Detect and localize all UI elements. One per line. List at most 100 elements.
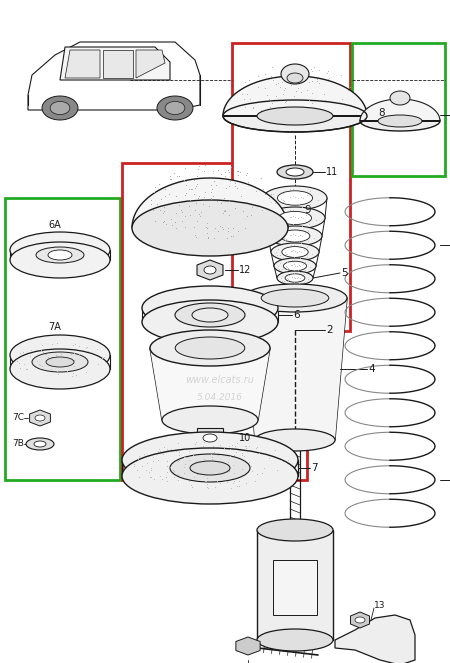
Point xyxy=(54,369,62,379)
Point xyxy=(292,246,299,257)
Point xyxy=(314,76,321,86)
Point xyxy=(305,225,312,236)
Point xyxy=(176,170,183,181)
Point xyxy=(284,275,292,286)
Point xyxy=(279,197,287,208)
Point xyxy=(198,456,206,467)
Point xyxy=(249,103,256,113)
Point xyxy=(207,187,215,198)
Point xyxy=(234,170,241,180)
Point xyxy=(283,95,290,106)
Point xyxy=(282,250,289,261)
Point xyxy=(211,447,218,457)
Point xyxy=(192,182,199,193)
Point xyxy=(303,251,310,262)
Point xyxy=(310,233,318,243)
Point xyxy=(47,363,54,374)
Point xyxy=(294,192,302,203)
Point xyxy=(326,73,333,84)
Point xyxy=(224,164,231,175)
Point xyxy=(201,436,208,447)
Point xyxy=(175,438,182,449)
Point xyxy=(36,359,44,370)
Point xyxy=(154,455,161,465)
Point xyxy=(17,348,24,359)
Point xyxy=(186,184,193,195)
Point xyxy=(281,247,288,258)
Point xyxy=(300,269,307,280)
Point xyxy=(294,212,302,223)
Point xyxy=(267,197,274,208)
Point xyxy=(217,169,225,180)
Point xyxy=(316,78,323,88)
Point xyxy=(231,467,238,478)
Point xyxy=(179,207,186,217)
Bar xyxy=(352,43,445,176)
Point xyxy=(290,271,297,282)
Point xyxy=(183,452,190,462)
Point xyxy=(274,452,281,462)
Point xyxy=(277,82,284,92)
Point xyxy=(193,198,200,208)
Ellipse shape xyxy=(390,91,410,105)
Point xyxy=(157,205,164,215)
Point xyxy=(219,208,226,219)
Point xyxy=(238,463,246,474)
Point xyxy=(288,255,296,265)
Point xyxy=(193,467,200,478)
Point xyxy=(160,206,167,216)
Point xyxy=(295,235,302,246)
Point xyxy=(253,448,261,458)
Ellipse shape xyxy=(10,232,110,268)
Point xyxy=(168,174,175,184)
Bar xyxy=(232,43,350,331)
Polygon shape xyxy=(243,298,347,440)
Point xyxy=(185,455,193,465)
Point xyxy=(242,101,249,112)
Point xyxy=(147,472,154,483)
Point xyxy=(287,80,294,91)
Ellipse shape xyxy=(287,73,303,83)
Point xyxy=(221,475,228,486)
Polygon shape xyxy=(28,42,200,110)
Point xyxy=(70,368,77,379)
Point xyxy=(178,205,185,215)
Point xyxy=(186,446,193,456)
Point xyxy=(294,265,302,275)
Point xyxy=(301,228,308,239)
Point xyxy=(296,278,303,288)
Point xyxy=(261,68,268,79)
Point xyxy=(273,78,280,89)
Point xyxy=(290,251,297,262)
Point xyxy=(82,343,90,353)
Point xyxy=(166,174,173,184)
Point xyxy=(221,171,229,182)
Point xyxy=(292,192,299,203)
Point xyxy=(39,345,46,356)
Point xyxy=(238,450,245,460)
Point xyxy=(274,465,281,475)
Point xyxy=(287,184,294,195)
Point xyxy=(314,74,321,84)
Point xyxy=(257,173,265,184)
Point xyxy=(247,94,254,105)
Point xyxy=(233,446,240,457)
Point xyxy=(242,170,249,180)
Point xyxy=(194,466,202,477)
Point xyxy=(189,450,196,460)
Point xyxy=(196,209,203,219)
Point xyxy=(193,180,200,191)
Point xyxy=(205,462,212,473)
Point xyxy=(290,267,297,278)
Point xyxy=(36,363,43,374)
Point xyxy=(243,210,250,221)
Point xyxy=(233,481,240,492)
Point xyxy=(306,115,314,125)
Point xyxy=(344,84,351,95)
Point xyxy=(238,448,245,459)
Point xyxy=(283,261,290,272)
Point xyxy=(84,346,91,357)
Text: 5.04.2016: 5.04.2016 xyxy=(197,394,243,402)
Point xyxy=(279,195,286,206)
Point xyxy=(134,453,141,464)
